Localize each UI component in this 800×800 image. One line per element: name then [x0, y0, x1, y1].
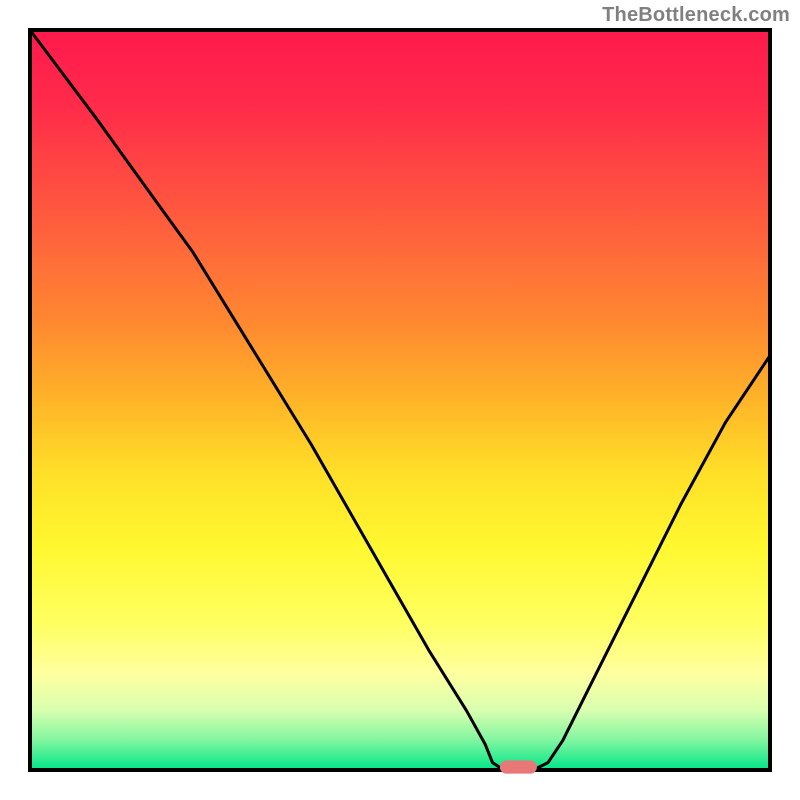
watermark-text: TheBottleneck.com: [602, 4, 790, 27]
chart-container: TheBottleneck.com: [0, 0, 800, 800]
gradient-background: [30, 30, 770, 770]
optimal-marker: [500, 760, 537, 773]
chart-svg: [0, 0, 800, 800]
